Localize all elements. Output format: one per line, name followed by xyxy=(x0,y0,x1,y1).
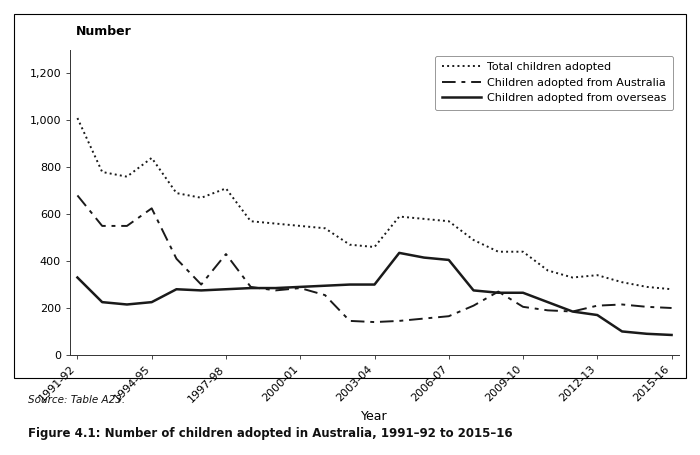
Children adopted from Australia xyxy=(420,316,428,321)
Total children adopted xyxy=(321,226,329,231)
Children adopted from Australia xyxy=(122,223,131,229)
Children adopted from Australia xyxy=(370,319,379,325)
Line: Children adopted from overseas: Children adopted from overseas xyxy=(78,253,671,335)
Text: Source: Table A23.: Source: Table A23. xyxy=(28,394,125,404)
Children adopted from overseas xyxy=(321,283,329,288)
Children adopted from Australia xyxy=(667,305,676,311)
Total children adopted xyxy=(122,174,131,179)
Children adopted from Australia xyxy=(321,293,329,298)
Children adopted from overseas xyxy=(395,250,403,256)
Children adopted from Australia xyxy=(395,318,403,324)
Total children adopted xyxy=(272,221,280,226)
Total children adopted xyxy=(667,287,676,292)
Line: Total children adopted: Total children adopted xyxy=(78,118,671,289)
Total children adopted xyxy=(222,186,230,191)
Total children adopted xyxy=(544,268,552,273)
Children adopted from Australia xyxy=(568,309,577,314)
Children adopted from overseas xyxy=(519,290,527,295)
Total children adopted xyxy=(568,275,577,280)
Total children adopted xyxy=(643,284,651,290)
Total children adopted xyxy=(172,190,181,196)
Children adopted from overseas xyxy=(197,288,205,293)
Children adopted from Australia xyxy=(618,302,626,307)
Children adopted from overseas xyxy=(469,288,477,293)
Children adopted from overseas xyxy=(643,331,651,337)
Children adopted from Australia xyxy=(172,256,181,262)
Line: Children adopted from Australia: Children adopted from Australia xyxy=(78,196,671,322)
Children adopted from Australia xyxy=(197,282,205,287)
Children adopted from overseas xyxy=(618,329,626,334)
Children adopted from overseas xyxy=(246,285,255,291)
Total children adopted xyxy=(519,249,527,254)
Total children adopted xyxy=(296,223,304,229)
Total children adopted xyxy=(420,216,428,222)
Total children adopted xyxy=(444,218,453,224)
Total children adopted xyxy=(98,169,106,175)
Total children adopted xyxy=(370,244,379,250)
Children adopted from overseas xyxy=(74,275,82,280)
Text: Number: Number xyxy=(76,25,132,38)
Children adopted from Australia xyxy=(346,318,354,324)
Children adopted from Australia xyxy=(148,206,156,211)
Children adopted from overseas xyxy=(122,302,131,307)
X-axis label: Year: Year xyxy=(361,410,388,423)
Children adopted from Australia xyxy=(74,193,82,198)
Total children adopted xyxy=(74,115,82,121)
Children adopted from Australia xyxy=(296,285,304,291)
Children adopted from overseas xyxy=(420,255,428,260)
Children adopted from Australia xyxy=(494,289,503,294)
Children adopted from overseas xyxy=(494,290,503,295)
Children adopted from overseas xyxy=(272,285,280,291)
Children adopted from overseas xyxy=(98,299,106,305)
Children adopted from Australia xyxy=(246,284,255,290)
Children adopted from Australia xyxy=(593,303,601,308)
Children adopted from overseas xyxy=(568,309,577,314)
Children adopted from overseas xyxy=(296,284,304,290)
Children adopted from overseas xyxy=(667,332,676,338)
Total children adopted xyxy=(618,279,626,285)
Children adopted from overseas xyxy=(148,299,156,305)
Children adopted from Australia xyxy=(469,303,477,308)
Total children adopted xyxy=(246,218,255,224)
Children adopted from Australia xyxy=(519,304,527,309)
Children adopted from overseas xyxy=(346,282,354,287)
Legend: Total children adopted, Children adopted from Australia, Children adopted from o: Total children adopted, Children adopted… xyxy=(435,56,673,110)
Children adopted from Australia xyxy=(98,223,106,229)
Total children adopted xyxy=(469,237,477,243)
Children adopted from Australia xyxy=(544,308,552,313)
Total children adopted xyxy=(197,195,205,201)
Children adopted from overseas xyxy=(544,299,552,305)
Children adopted from overseas xyxy=(172,287,181,292)
Total children adopted xyxy=(346,242,354,248)
Children adopted from Australia xyxy=(444,313,453,319)
Total children adopted xyxy=(395,214,403,219)
Children adopted from Australia xyxy=(643,304,651,309)
Total children adopted xyxy=(148,155,156,161)
Children adopted from Australia xyxy=(272,288,280,293)
Children adopted from overseas xyxy=(370,282,379,287)
Children adopted from overseas xyxy=(593,312,601,318)
Total children adopted xyxy=(593,273,601,278)
Children adopted from Australia xyxy=(222,251,230,257)
Children adopted from overseas xyxy=(444,257,453,263)
Text: Figure 4.1: Number of children adopted in Australia, 1991–92 to 2015–16: Figure 4.1: Number of children adopted i… xyxy=(28,427,512,440)
Children adopted from overseas xyxy=(222,287,230,292)
Total children adopted xyxy=(494,249,503,254)
